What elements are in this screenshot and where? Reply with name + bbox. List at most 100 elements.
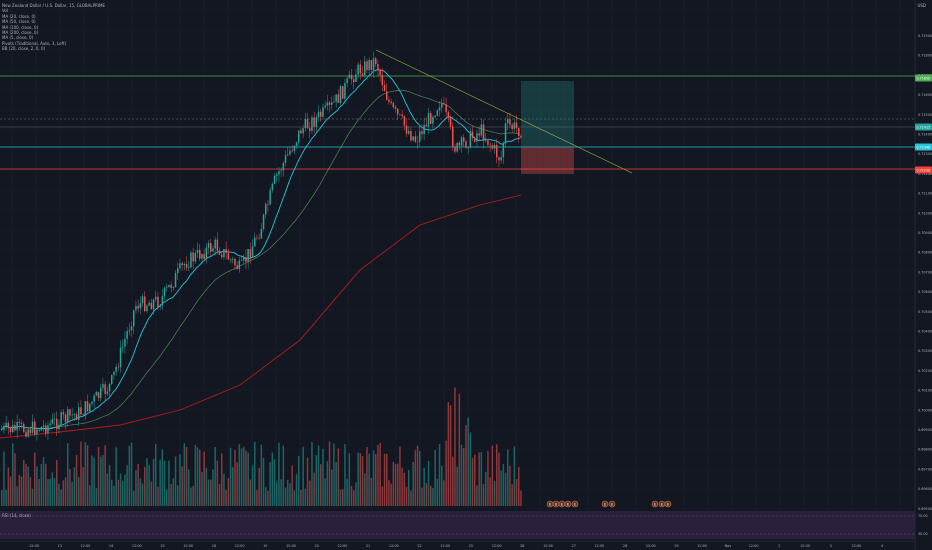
x-tick-label: 12:00 — [800, 544, 810, 548]
volume-bar — [496, 444, 498, 506]
candle-body — [383, 85, 386, 92]
candle-body — [201, 254, 203, 259]
volume-bar — [335, 461, 337, 506]
candle-body — [276, 174, 278, 176]
indicator-ma100[interactable]: MA (100, close, 0) — [2, 24, 39, 30]
volume-bar — [284, 487, 287, 506]
volume-bar — [203, 451, 205, 506]
x-tick-label: 12:00 — [29, 544, 39, 548]
candle-body — [161, 296, 164, 306]
candle-body — [240, 260, 243, 261]
y-tick-label: 0.69700 — [918, 467, 932, 471]
candle-body — [93, 395, 95, 402]
indicator-bb[interactable]: BB (20, close, 2, 0, 0) — [2, 46, 46, 52]
candle-body — [324, 105, 326, 108]
candle-body — [438, 107, 441, 111]
candle-body — [23, 423, 25, 432]
indicator-legend: New Zealand Dollar / U.S. Dollar, 15, GL… — [2, 3, 105, 52]
volume-bar — [401, 467, 403, 506]
volume-bar — [229, 447, 232, 506]
candle-body — [238, 260, 241, 269]
candle-body — [328, 102, 331, 105]
volume-bar — [430, 485, 432, 506]
candle-body — [366, 61, 368, 71]
candle-body — [496, 144, 498, 158]
candle-body — [168, 284, 170, 287]
candle-body — [315, 117, 318, 127]
candle-body — [190, 252, 192, 268]
volume-bar — [320, 464, 322, 506]
candle-body — [430, 113, 432, 124]
candle-body — [262, 214, 265, 229]
x-tick-label: 12:00 — [235, 544, 245, 548]
indicator-ma50[interactable]: MA (50, close, 0) — [2, 19, 36, 25]
candle-body — [64, 414, 67, 422]
event-marker-label: E — [555, 502, 557, 506]
indicator-ma200[interactable]: MA (200, close, 0) — [2, 30, 39, 36]
volume-bar — [188, 469, 190, 506]
candle-body — [493, 144, 496, 149]
candle-body — [42, 425, 45, 427]
candle-body — [412, 136, 414, 141]
volume-bar — [436, 478, 439, 506]
volume-bar — [386, 453, 388, 506]
indicator-ma20[interactable]: MA (20, close, 0) — [2, 13, 36, 19]
volume-bar — [80, 441, 82, 506]
volume-bar — [113, 485, 115, 506]
candle-body — [344, 83, 346, 99]
candle-body — [7, 422, 10, 429]
candle-body — [45, 425, 47, 434]
candle-body — [234, 258, 236, 266]
indicator-ma5[interactable]: MA (5, close, 0) — [2, 35, 34, 41]
volume-bar — [262, 458, 265, 506]
volume-bar — [405, 486, 408, 506]
candle-body — [364, 61, 366, 76]
candle-body — [210, 243, 212, 252]
x-tick-label: 15 — [160, 544, 164, 548]
event-marker-label: E — [667, 502, 669, 506]
x-tick-label: 12:00 — [132, 544, 142, 548]
y-tick-label: 0.70300 — [918, 349, 932, 353]
candle-body — [67, 409, 69, 422]
volume-bar — [93, 457, 95, 506]
candle-body — [40, 426, 43, 431]
ma-200-line — [0, 194, 522, 439]
candle-body — [355, 74, 357, 83]
candle-body — [62, 412, 65, 415]
indicator-vol[interactable]: Vol — [2, 8, 8, 14]
x-tick-label: 12:00 — [697, 544, 707, 548]
candle-body — [445, 104, 447, 113]
volume-bar — [513, 446, 516, 506]
volume-bar — [150, 481, 153, 506]
volume-bar — [260, 444, 263, 506]
event-marker-label: E — [574, 502, 576, 506]
candle-body — [119, 347, 122, 368]
candle-body — [370, 59, 373, 70]
candle-body — [232, 258, 234, 260]
volume-bar — [370, 477, 373, 506]
volume-bar — [221, 453, 223, 506]
volume-bar — [375, 454, 377, 506]
volume-bar — [163, 460, 166, 506]
volume-bar — [243, 446, 245, 506]
rsi-label[interactable]: RSI (14, close) — [2, 513, 31, 518]
volume-bar — [23, 460, 25, 506]
indicator-pivots[interactable]: Pivots (Traditional, Auto, 3, Left) — [2, 40, 67, 46]
candle-body — [236, 265, 238, 269]
volume-bar — [377, 445, 379, 506]
volume-bar — [339, 489, 342, 506]
candle-body — [260, 228, 263, 239]
volume-bar — [302, 446, 304, 506]
candle-body — [126, 331, 128, 339]
candle-body — [414, 136, 417, 142]
volume-bar — [128, 445, 131, 506]
candle-body — [108, 383, 111, 392]
y-tick-label: 0.70400 — [918, 330, 932, 334]
volume-bar — [291, 465, 293, 506]
candle-body — [284, 155, 287, 163]
volume-bar — [471, 457, 474, 506]
volume-bar — [254, 441, 256, 506]
volume-bar — [423, 467, 425, 506]
volume-bar — [322, 448, 324, 506]
